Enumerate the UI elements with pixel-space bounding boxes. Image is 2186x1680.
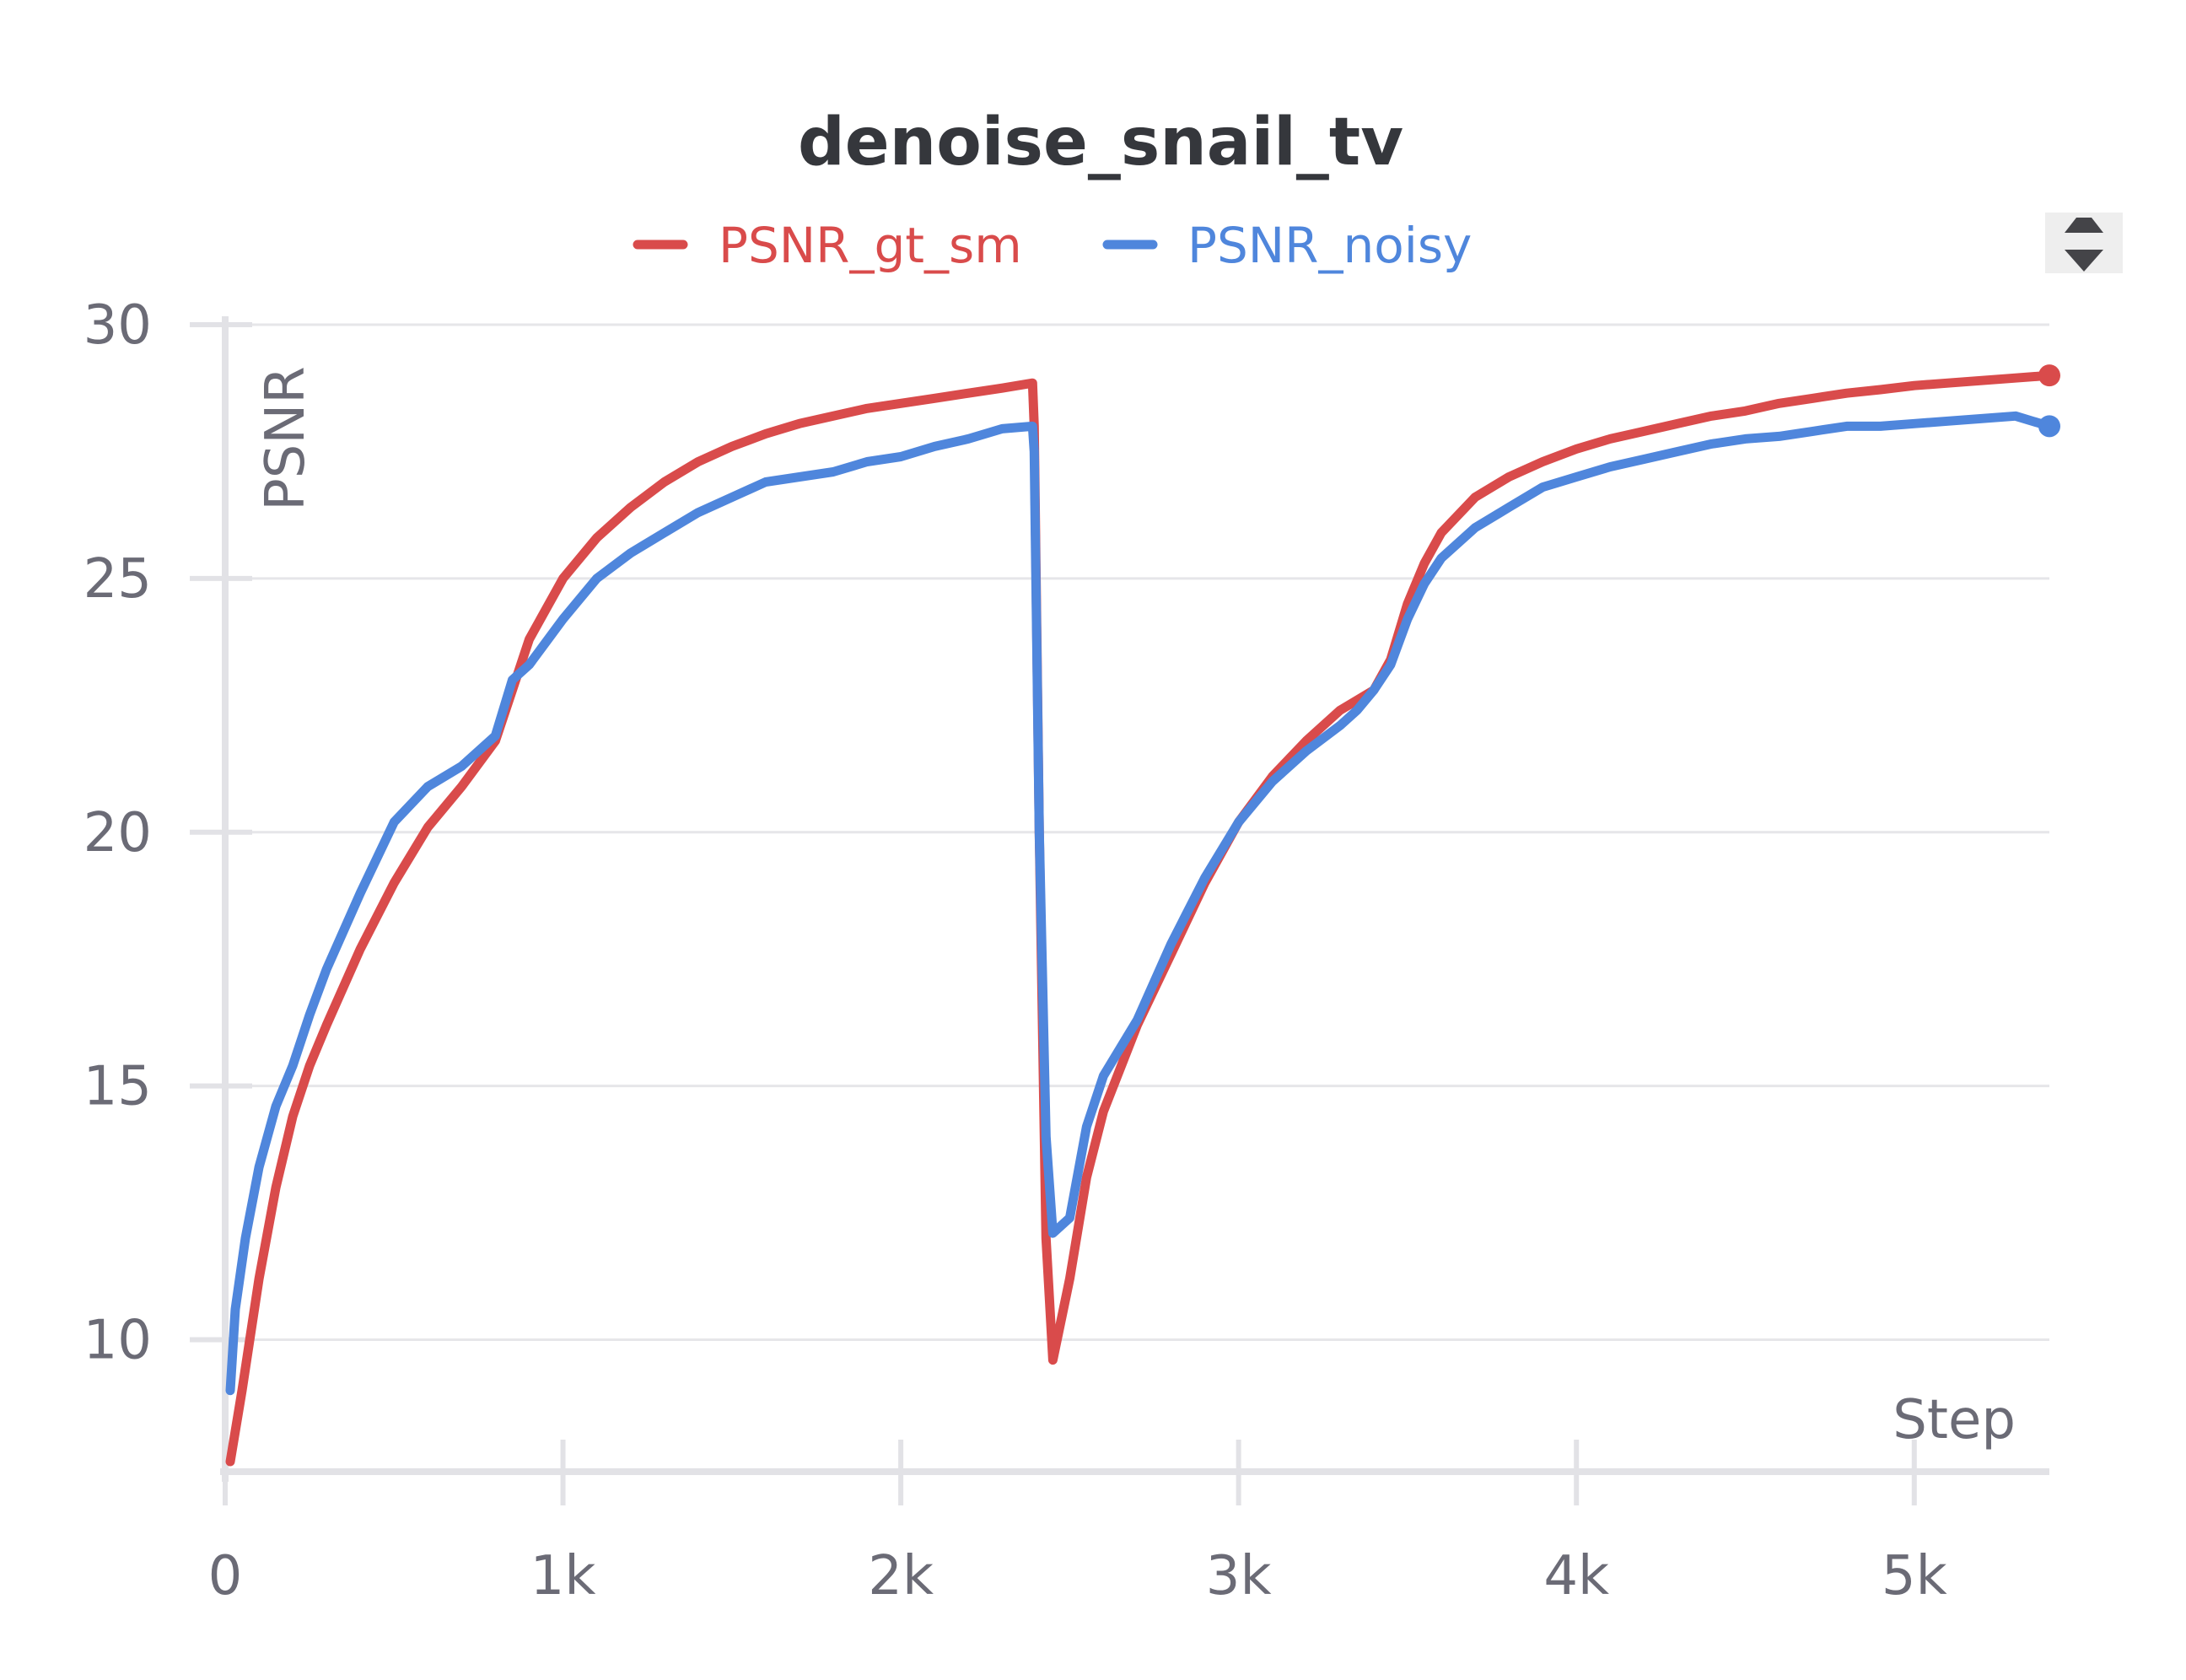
- y-tick-label: 10: [83, 1310, 152, 1372]
- x-tick-label: 1k: [530, 1545, 596, 1607]
- series-end-marker[interactable]: [2038, 415, 2060, 438]
- series-end-marker[interactable]: [2038, 364, 2060, 387]
- y-axis-label: PSNR: [255, 366, 317, 511]
- legend[interactable]: PSNR_gt_sm PSNR_noisy: [633, 217, 1472, 274]
- y-tick-label: 20: [83, 802, 152, 864]
- x-tick-label: 4k: [1543, 1545, 1609, 1607]
- x-tick-label: 5k: [1882, 1545, 1947, 1607]
- legend-label-noisy[interactable]: PSNR_noisy: [1187, 217, 1472, 274]
- x-tick-label: 2k: [868, 1545, 934, 1607]
- x-tick-label: 0: [208, 1545, 243, 1607]
- series: [225, 364, 2060, 1467]
- x-axis-label: Step: [1893, 1389, 2016, 1451]
- series-line-psnr-gt-sm[interactable]: [225, 370, 2054, 1467]
- sort-arrows-icon[interactable]: [2045, 213, 2123, 273]
- grid: [225, 323, 2049, 1342]
- x-tick-label: 3k: [1206, 1545, 1272, 1607]
- chart-title: denoise_snail_tv: [798, 105, 1403, 180]
- series-line-psnr-noisy[interactable]: [225, 411, 2054, 1396]
- y-tick-label: 25: [83, 548, 152, 611]
- axes: 10 15 20 25 30 0 1k 2k 3k 4k 5k: [83, 294, 2049, 1607]
- y-tick-label: 30: [83, 294, 152, 357]
- legend-label-gt-sm[interactable]: PSNR_gt_sm: [719, 217, 1022, 274]
- y-tick-label: 15: [83, 1056, 152, 1118]
